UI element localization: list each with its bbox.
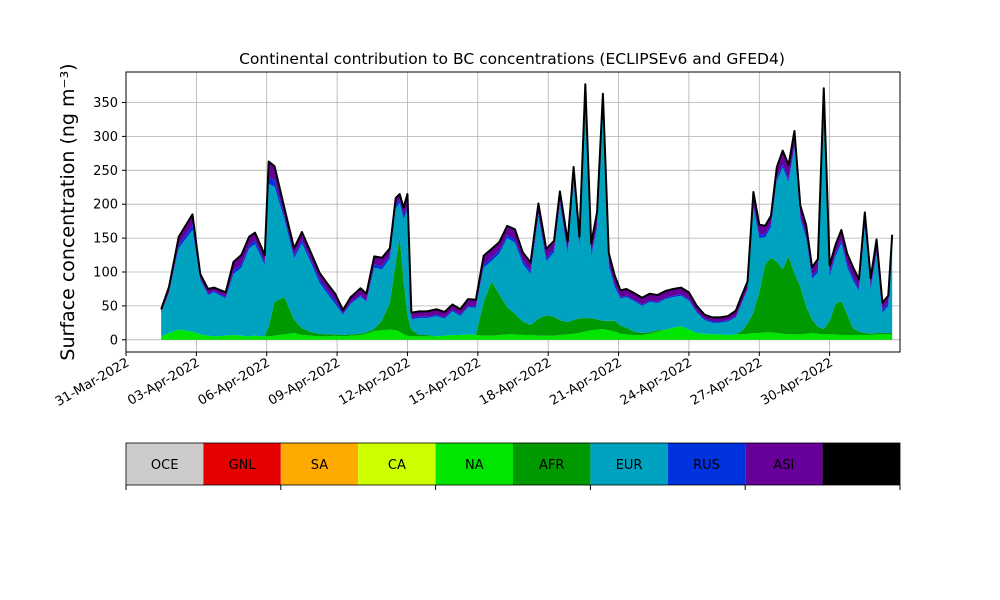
legend-border (125, 442, 901, 486)
legend-label-afr: AFR (539, 458, 564, 473)
legend-swatch-ca (358, 443, 436, 485)
total-outline (160, 83, 894, 319)
y-tick-label-250: 250 (93, 164, 118, 179)
y-tick-label-200: 200 (93, 198, 118, 213)
legend-label-sa: SA (311, 458, 328, 473)
legend-swatch-asi (745, 443, 823, 485)
y-tick-label-150: 150 (93, 232, 118, 247)
chart-title: Continental contribution to BC concentra… (239, 50, 785, 68)
legend-label-na: NA (465, 458, 484, 473)
stacked-areas (160, 83, 894, 340)
legend-swatch-rus (667, 443, 746, 485)
y-tick-label-350: 350 (93, 96, 118, 111)
legend-swatch-oce (126, 443, 204, 485)
legend-label-gnl: GNL (229, 458, 257, 473)
legend-label-rus: RUS (693, 458, 720, 473)
legend-swatch-na (435, 443, 513, 485)
legend-label-eur: EUR (616, 458, 643, 473)
legend-swatch-gnl (203, 443, 281, 485)
legend-swatch-sa (280, 443, 359, 485)
area-series-eur (161, 101, 893, 337)
y-tick-label-100: 100 (93, 266, 118, 281)
area-series-na (161, 326, 893, 340)
legend-swatch-eur (590, 443, 668, 485)
y-axis-ticks: 0 50 100 150 200 250 300 350 (93, 96, 126, 348)
legend-label-ca: CA (388, 458, 406, 473)
plot-border (125, 71, 901, 353)
y-tick-label-300: 300 (93, 130, 118, 145)
legend-swatch-afr (513, 443, 591, 485)
legend-label-asi: ASI (773, 458, 794, 473)
plot-frame (125, 71, 901, 353)
legend-label-oce: OCE (151, 458, 179, 473)
legend-colorbar: OCE GNL SA CA NA AFR EUR RUS ASI AUS (125, 442, 901, 490)
y-tick-label-0: 0 (110, 333, 118, 348)
legend-swatch-aus (822, 443, 900, 485)
legend-label-aus: AUS (848, 458, 875, 473)
y-tick-label-50: 50 (101, 299, 118, 314)
y-axis-label: Surface concentration (ng m⁻³) (57, 63, 79, 360)
